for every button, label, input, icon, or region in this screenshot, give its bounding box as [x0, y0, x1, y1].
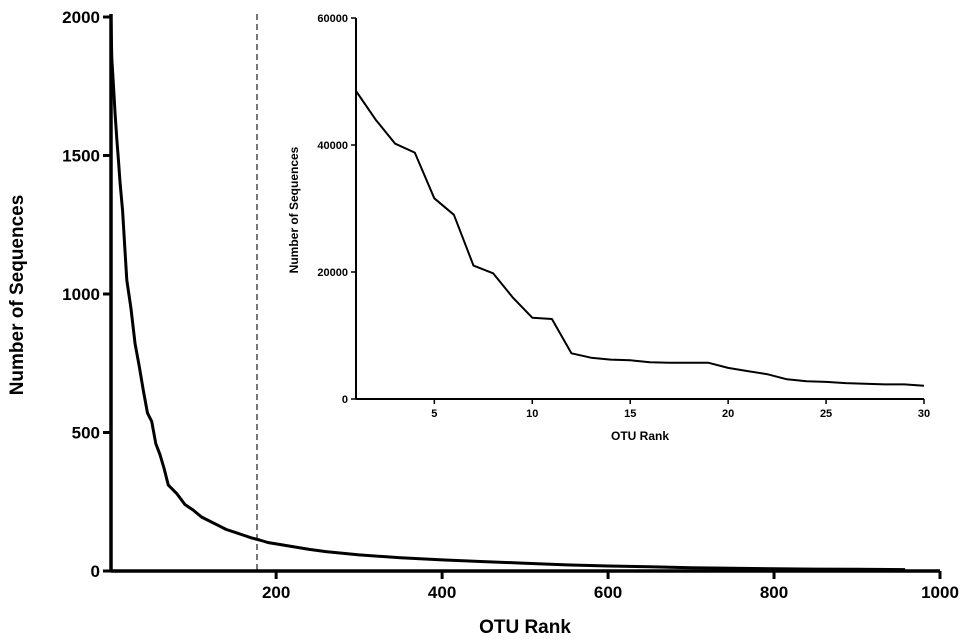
series-line: [355, 90, 925, 387]
x-tick-label: 800: [760, 583, 788, 602]
y-tick-label: 1000: [62, 285, 100, 304]
inset-x-ticks: 5 10 15 20 25 30: [431, 399, 930, 420]
y-tick-label: 1500: [62, 146, 100, 165]
y-tick-label: 0: [91, 562, 100, 581]
inset-series-group: [355, 90, 925, 387]
y-tick-label: 20000: [317, 267, 348, 279]
x-tick-label: 30: [918, 408, 930, 420]
y-tick-label: 60000: [317, 13, 348, 25]
x-tick-label: 600: [594, 583, 622, 602]
x-tick-label: 10: [526, 408, 538, 420]
x-tick-label: 5: [431, 408, 437, 420]
main-y-ticks: 0 500 1000 1500 2000: [62, 8, 111, 581]
x-tick-label: 1000: [921, 583, 959, 602]
x-tick-label: 15: [624, 408, 636, 420]
inset-x-axis-label: OTU Rank: [611, 429, 669, 443]
main-series-group: [109, 19, 906, 572]
series-line: [109, 19, 906, 572]
main-x-axis-label: OTU Rank: [479, 617, 571, 638]
y-tick-label: 500: [72, 423, 100, 442]
inset-y-axis-label: Number of Sequences: [287, 146, 301, 273]
inset-chart: 0 20000 40000 60000 5 10 15 20 25 30 OTU Rank Nu…: [287, 13, 930, 443]
main-x-ticks: 200 400 600 800 1000: [262, 571, 959, 602]
x-tick-label: 20: [722, 408, 734, 420]
main-y-axis-label: Number of Sequences: [7, 195, 28, 396]
x-tick-label: 25: [820, 408, 832, 420]
x-tick-label: 400: [428, 583, 456, 602]
y-tick-label: 40000: [317, 140, 348, 152]
y-tick-label: 0: [342, 394, 348, 406]
y-tick-label: 2000: [62, 8, 100, 27]
x-tick-label: 200: [262, 583, 290, 602]
inset-y-ticks: 0 20000 40000 60000: [317, 13, 356, 406]
